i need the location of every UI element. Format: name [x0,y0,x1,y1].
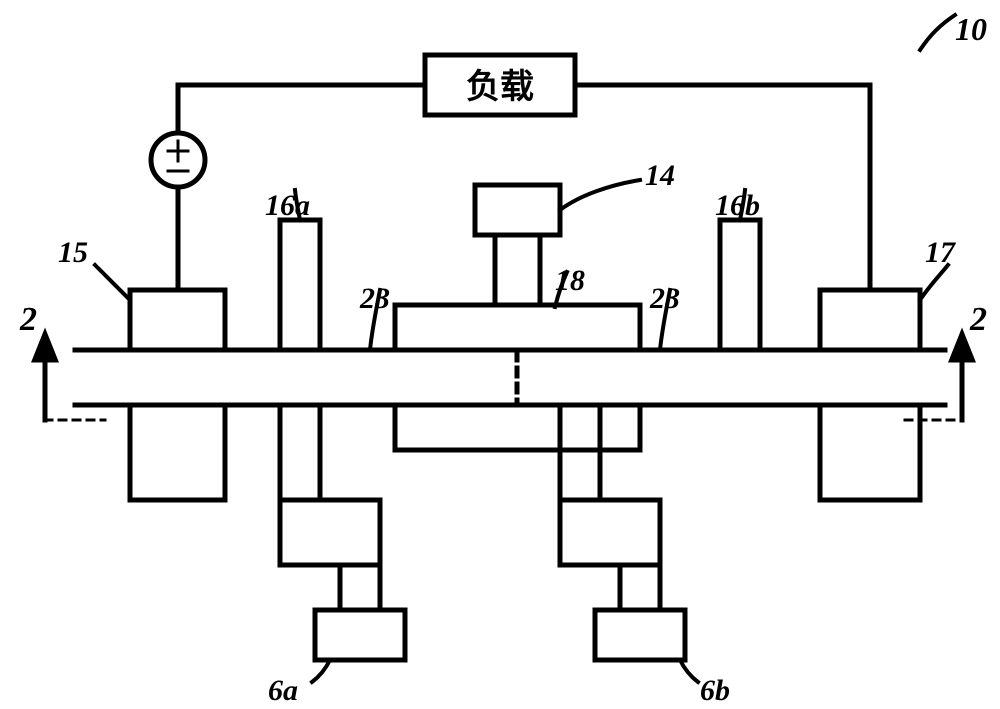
label-2L: 2 [19,301,37,338]
pillar-16a [280,220,320,350]
label-15: 15 [58,236,88,269]
foot-6a [315,610,405,660]
leader-10 [920,15,955,50]
leader-6a [312,660,330,682]
label-23a: 23 [359,282,390,315]
block-15-bottom [130,405,225,500]
load-label: 负载 [466,68,534,106]
wire-top-left [178,85,425,132]
lower-stem-right [620,565,660,610]
leader-15 [95,265,130,300]
label-6a: 6a [268,674,298,707]
lower-stem-left [340,565,380,610]
label-16a: 16a [265,189,310,222]
leader-14 [560,180,640,210]
block-18 [395,305,640,350]
gate-stem [495,235,540,305]
label-16b: 16b [715,189,760,222]
lower-el-right [560,500,660,565]
block-15-top [130,290,225,350]
lower-pillar-left-a [280,405,320,500]
leader-17 [920,265,948,300]
label-14: 14 [645,159,675,192]
block-17-top [820,290,920,350]
lower-el-left [280,500,380,565]
label-2R: 2 [969,301,987,338]
label-18: 18 [555,264,585,297]
label-17: 17 [925,236,956,269]
leader-6b [680,660,698,682]
label-23b: 23 [649,282,680,315]
foot-6b [595,610,685,660]
label-10: 10 [955,11,987,47]
pillar-16b [720,220,760,350]
label-6b: 6b [700,674,730,707]
gate-cap-14 [475,185,560,235]
block-18-bottom [395,405,640,450]
